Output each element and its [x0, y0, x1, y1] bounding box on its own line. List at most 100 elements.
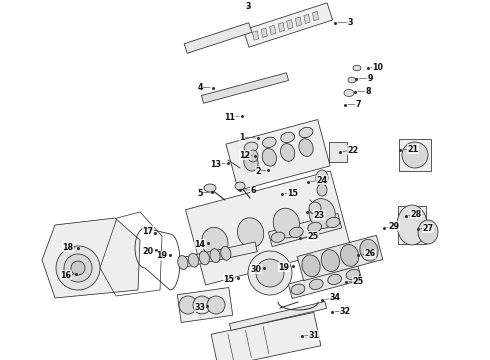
Text: 19: 19: [156, 252, 168, 261]
Text: 18: 18: [62, 243, 74, 252]
Text: 8: 8: [365, 86, 371, 95]
Ellipse shape: [328, 274, 342, 284]
Text: 11: 11: [224, 113, 236, 122]
Polygon shape: [399, 139, 431, 171]
Ellipse shape: [353, 65, 361, 71]
Ellipse shape: [317, 184, 327, 196]
Polygon shape: [295, 17, 302, 26]
Text: 1: 1: [239, 132, 245, 141]
Ellipse shape: [263, 137, 276, 148]
Ellipse shape: [299, 127, 313, 138]
Ellipse shape: [202, 228, 228, 257]
Ellipse shape: [344, 90, 354, 96]
Polygon shape: [184, 23, 252, 53]
Text: 20: 20: [143, 247, 153, 256]
Ellipse shape: [235, 182, 245, 190]
Polygon shape: [269, 213, 342, 247]
Ellipse shape: [271, 232, 285, 242]
Ellipse shape: [178, 256, 188, 269]
Ellipse shape: [262, 148, 276, 166]
Polygon shape: [252, 31, 259, 40]
Text: 10: 10: [372, 63, 384, 72]
Text: 24: 24: [317, 176, 327, 185]
Ellipse shape: [64, 254, 92, 282]
Ellipse shape: [302, 255, 320, 276]
Ellipse shape: [397, 205, 427, 245]
Ellipse shape: [207, 296, 225, 314]
Ellipse shape: [210, 249, 220, 262]
Text: 2: 2: [255, 166, 261, 176]
Polygon shape: [288, 265, 362, 298]
Text: 15: 15: [288, 189, 298, 198]
Text: 7: 7: [355, 99, 361, 108]
Ellipse shape: [256, 259, 284, 287]
Polygon shape: [201, 73, 289, 103]
Polygon shape: [329, 142, 347, 162]
Text: 17: 17: [143, 226, 153, 235]
Ellipse shape: [56, 246, 100, 290]
Text: 31: 31: [309, 330, 319, 339]
Ellipse shape: [199, 251, 209, 265]
Text: 23: 23: [314, 211, 324, 220]
Ellipse shape: [321, 250, 340, 271]
Ellipse shape: [291, 284, 305, 294]
Polygon shape: [211, 312, 321, 360]
Ellipse shape: [299, 139, 313, 156]
Text: 5: 5: [197, 189, 203, 198]
Ellipse shape: [220, 246, 231, 260]
Ellipse shape: [244, 142, 258, 152]
Text: 21: 21: [408, 144, 418, 153]
Polygon shape: [42, 218, 140, 298]
Polygon shape: [278, 22, 285, 32]
Ellipse shape: [281, 132, 294, 143]
Ellipse shape: [248, 150, 258, 162]
Text: 15: 15: [223, 274, 235, 284]
Text: 22: 22: [347, 145, 359, 154]
Text: 14: 14: [195, 239, 205, 248]
Ellipse shape: [71, 261, 85, 275]
Polygon shape: [297, 235, 383, 281]
Ellipse shape: [238, 218, 264, 248]
Text: 3: 3: [347, 18, 353, 27]
Polygon shape: [179, 242, 257, 268]
Polygon shape: [229, 302, 326, 330]
Polygon shape: [304, 14, 310, 23]
Text: 19: 19: [278, 262, 290, 271]
Ellipse shape: [309, 202, 321, 214]
Polygon shape: [398, 206, 426, 244]
Text: 4: 4: [197, 82, 203, 91]
Text: 9: 9: [367, 73, 373, 82]
Ellipse shape: [273, 208, 299, 238]
Text: 25: 25: [352, 276, 364, 285]
Ellipse shape: [326, 217, 340, 228]
Ellipse shape: [248, 251, 292, 295]
Polygon shape: [226, 120, 330, 190]
Ellipse shape: [402, 142, 428, 168]
Text: 13: 13: [211, 159, 221, 168]
Text: 3: 3: [245, 1, 251, 10]
Ellipse shape: [280, 144, 295, 161]
Text: 28: 28: [410, 210, 421, 219]
Ellipse shape: [308, 222, 321, 233]
Text: 30: 30: [250, 265, 262, 274]
Ellipse shape: [193, 296, 211, 314]
Ellipse shape: [309, 199, 335, 228]
Text: 34: 34: [329, 293, 341, 302]
Text: 32: 32: [340, 306, 350, 315]
Ellipse shape: [341, 244, 359, 266]
Ellipse shape: [346, 269, 360, 280]
Ellipse shape: [348, 77, 356, 83]
Ellipse shape: [189, 253, 198, 267]
Ellipse shape: [309, 279, 323, 289]
Polygon shape: [313, 11, 318, 21]
Polygon shape: [270, 25, 276, 35]
Polygon shape: [287, 20, 293, 29]
Ellipse shape: [290, 227, 303, 238]
Ellipse shape: [418, 220, 438, 244]
Ellipse shape: [179, 296, 197, 314]
Text: 26: 26: [365, 249, 375, 258]
Ellipse shape: [204, 184, 216, 192]
Polygon shape: [261, 28, 268, 37]
Text: 33: 33: [195, 302, 205, 311]
Text: 29: 29: [389, 221, 399, 230]
